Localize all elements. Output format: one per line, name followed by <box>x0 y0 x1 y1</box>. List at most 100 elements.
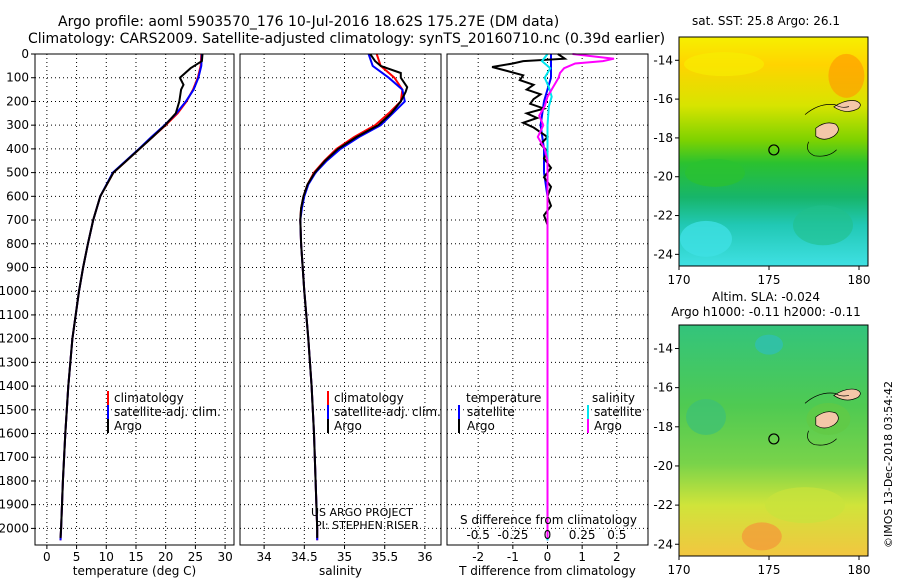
x-tick-label: -2 <box>472 550 484 564</box>
x-tick-label: 180 <box>848 563 871 577</box>
map-field-patch <box>685 158 745 187</box>
sla-map-panel: -14 -16 -18 -20 -22 -24 170 175 180 <box>653 324 871 577</box>
y-tick-label: 1200 <box>0 332 29 346</box>
legend-label-t-satellite: satellite <box>467 405 515 419</box>
project-credit-line-2: PI: STEPHEN RISER <box>315 519 419 532</box>
x-axis-title: temperature (deg C) <box>73 564 196 578</box>
salinity-legend: climatology satellite-adj. clim. Argo <box>327 391 441 433</box>
map-frame <box>678 36 869 267</box>
y-tick-label: -18 <box>653 131 673 145</box>
argo-position-marker <box>768 433 780 445</box>
sst-map-panel: -14 -16 -18 -20 -22 -24 170 175 180 <box>653 36 871 287</box>
map-field <box>679 325 868 556</box>
y-tick-label: 300 <box>6 118 29 132</box>
header-line-2: Climatology: CARS2009. Satellite-adjuste… <box>28 31 665 47</box>
y-tick-label: -22 <box>653 498 673 512</box>
y-tick-label: 900 <box>6 260 29 274</box>
y-tick-label: 200 <box>6 94 29 108</box>
reef-contours <box>804 392 850 446</box>
y-tick-label: 800 <box>6 237 29 251</box>
map-field-patch <box>684 52 764 77</box>
y-tick-label: 1800 <box>0 474 29 488</box>
x-axis-title: T difference from climatology <box>458 564 636 578</box>
y-tick-label: 1500 <box>0 403 29 417</box>
imos-credit: ©IMOS 13-Dec-2018 03:54:42 <box>882 381 895 548</box>
map-field-patch <box>686 399 726 436</box>
x-axis-title: salinity <box>319 564 362 578</box>
sst-map-title: sat. SST: 25.8 Argo: 26.1 <box>692 14 840 28</box>
y-tick-label: 1100 <box>0 308 29 322</box>
x-tick-label: 180 <box>848 273 871 287</box>
x-tick-label: 1 <box>578 550 586 564</box>
y-tick-label: 400 <box>6 142 29 156</box>
x-tick-label: 36 <box>417 550 432 564</box>
map-field-patch <box>765 487 845 524</box>
legend-label-satellite: satellite-adj. clim. <box>114 405 221 419</box>
legend-label-climatology: climatology <box>334 391 404 405</box>
y-tick-label: -20 <box>653 459 673 473</box>
difference-profile-panel: -2 -1 0 1 2T difference from climatology -0.5… <box>446 53 649 578</box>
x-tick-label: -1 <box>507 550 519 564</box>
y-tick-label: -22 <box>653 209 673 223</box>
header-line-1: Argo profile: aoml 5903570_176 10-Jul-20… <box>58 14 559 30</box>
map-field-patch <box>741 522 782 551</box>
s-tick-label: 0 <box>544 528 552 542</box>
legend-label-satellite: satellite-adj. clim. <box>334 405 441 419</box>
map-frame <box>678 324 869 557</box>
y-tick-label: -18 <box>653 420 673 434</box>
s-tick-label: 0.5 <box>607 528 626 542</box>
plot-frame <box>239 53 442 546</box>
y-tick-label: 2000 <box>0 521 29 535</box>
x-tick-label: 25 <box>188 550 203 564</box>
project-credit-line-1: US ARGO PROJECT <box>311 506 413 519</box>
s-tick-label: -0.25 <box>497 528 528 542</box>
x-tick-label: 170 <box>668 563 691 577</box>
x-tick-label: 34.5 <box>291 550 318 564</box>
legend-label-t-argo: Argo <box>467 419 495 433</box>
legend-label-s-argo: Argo <box>594 419 622 433</box>
map-field-patch <box>828 53 865 98</box>
series-line-argo <box>299 53 409 538</box>
y-tick-label: -20 <box>653 170 673 184</box>
series-line-climatology <box>59 53 203 541</box>
x-tick-label: 170 <box>668 273 691 287</box>
y-tick-label: 1000 <box>0 284 29 298</box>
series-line-t-argo <box>491 53 568 538</box>
y-tick-label: 1900 <box>0 498 29 512</box>
x-tick-label: 10 <box>99 550 114 564</box>
y-tick-label: -14 <box>653 53 673 67</box>
island-viti-levu <box>815 411 839 429</box>
y-tick-label: 1300 <box>0 355 29 369</box>
island-viti-levu <box>815 122 839 140</box>
difference-legend-left: temperature satellite Argo <box>458 391 541 433</box>
series-line-satellite-adj-clim- <box>59 53 203 541</box>
x-tick-label: 15 <box>128 550 143 564</box>
legend-label-argo: Argo <box>114 419 142 433</box>
y-tick-label: 0 <box>21 47 29 61</box>
s-tick-label: -0.5 <box>466 528 489 542</box>
island-vanua-levu <box>833 100 861 112</box>
x-tick-label: 0 <box>43 550 51 564</box>
x-tick-label: 34 <box>256 550 271 564</box>
series-line-s-argo <box>536 53 615 538</box>
map-field-patch <box>755 334 783 355</box>
x-tick-label: 35.5 <box>371 550 398 564</box>
x-tick-label: 20 <box>158 550 173 564</box>
y-tick-label: 700 <box>6 213 29 227</box>
x-tick-label: 30 <box>217 550 232 564</box>
x-tick-label: 175 <box>758 273 781 287</box>
map-field-patch <box>680 220 732 257</box>
y-tick-label: 1700 <box>0 450 29 464</box>
temperature-profile-panel: 0 5 10 15 20 25 30 temperature (deg C) 0 100 200 30… <box>0 47 235 578</box>
temperature-legend: climatology satellite-adj. clim. Argo <box>107 391 221 433</box>
legend-heading-temperature: temperature <box>466 391 541 405</box>
y-tick-label: 100 <box>6 71 29 85</box>
x-tick-label: 175 <box>758 563 781 577</box>
difference-legend-right: salinity satellite Argo <box>587 391 642 433</box>
map-field-patch <box>793 205 853 246</box>
legend-label-climatology: climatology <box>114 391 184 405</box>
legend-label-s-satellite: satellite <box>594 405 642 419</box>
x-tick-label: 0 <box>544 550 552 564</box>
y-tick-label: -16 <box>653 92 673 106</box>
plot-frame <box>34 53 235 546</box>
